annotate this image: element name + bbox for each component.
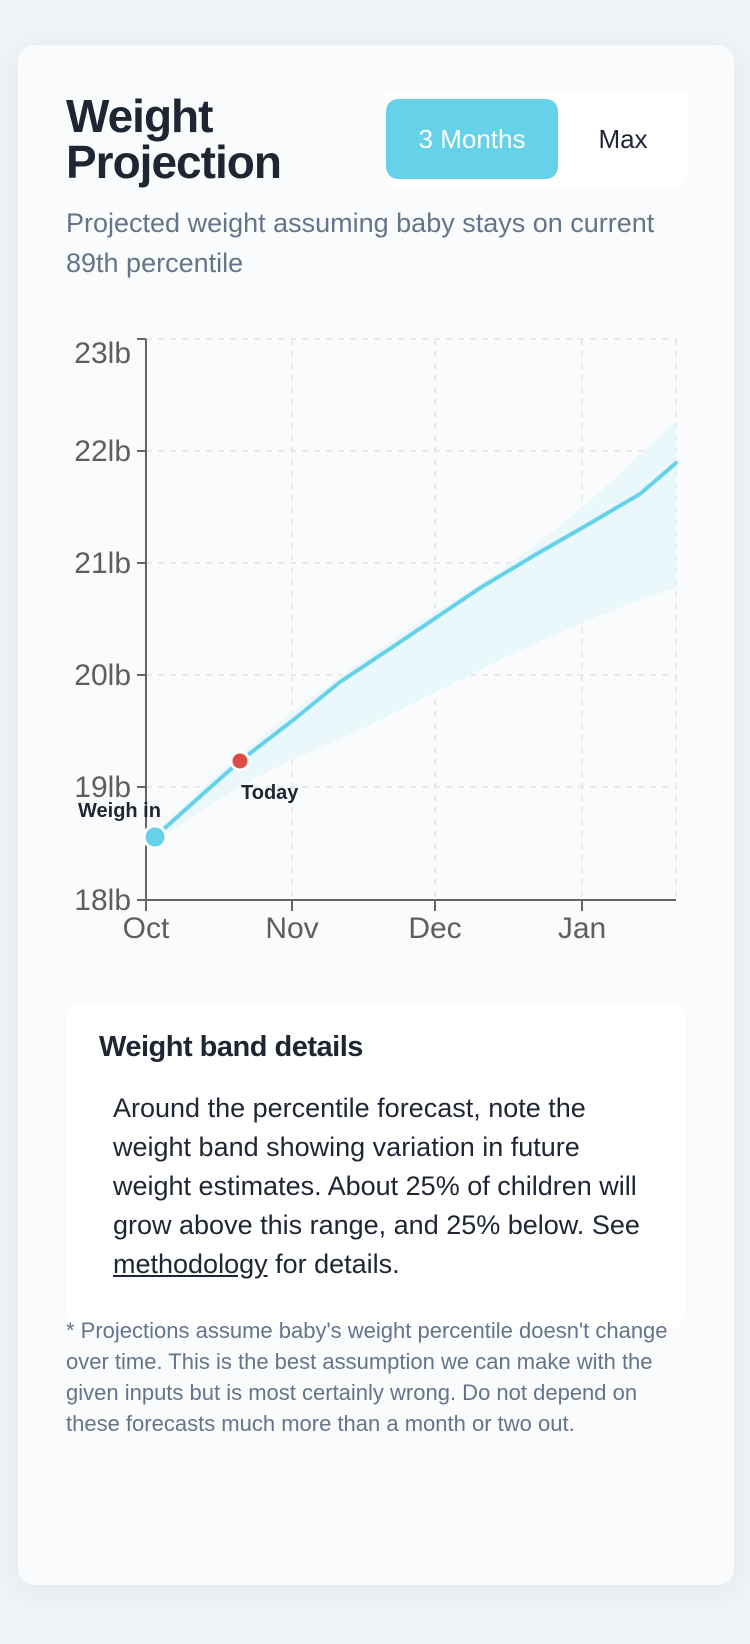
today-marker[interactable]	[229, 750, 251, 772]
weight-projection-chart: 23lb 22lb 21lb 20lb 19lb 18lb Oct Nov De…	[74, 337, 678, 945]
x-tick-dec: Dec	[408, 912, 461, 945]
weigh-in-marker[interactable]	[142, 824, 168, 850]
details-body-text-end: for details.	[267, 1249, 400, 1279]
chart-grid	[146, 338, 677, 900]
chart-axes	[137, 338, 676, 911]
details-heading: Weight band details	[99, 1031, 363, 1063]
range-max-button[interactable]: Max	[598, 124, 648, 154]
y-tick-18: 18lb	[74, 884, 131, 917]
page-subtitle: Projected weight assuming baby stays on …	[66, 208, 655, 278]
today-label: Today	[241, 782, 299, 804]
projection-line	[153, 461, 678, 839]
range-toggle: 3 Months Max	[383, 90, 688, 186]
methodology-link[interactable]: methodology	[113, 1249, 268, 1279]
y-tick-19: 19lb	[74, 771, 131, 804]
x-tick-jan: Jan	[558, 912, 606, 945]
y-tick-23: 23lb	[74, 337, 131, 370]
projection-footnote: * Projections assume baby's weight perce…	[66, 1318, 668, 1436]
range-3-months-button[interactable]: 3 Months	[386, 99, 558, 179]
y-tick-22: 22lb	[74, 435, 131, 468]
y-tick-21: 21lb	[74, 547, 131, 580]
page-title: Weight Projection	[66, 90, 282, 188]
details-body-text: Around the percentile forecast, note the…	[113, 1093, 640, 1240]
weight-band-details-panel: Weight band details Around the percentil…	[66, 1003, 686, 1328]
y-tick-20: 20lb	[74, 659, 131, 692]
weight-projection-card: Weight Projection 3 Months Max Projected…	[18, 45, 734, 1585]
details-body: Around the percentile forecast, note the…	[113, 1089, 653, 1284]
x-tick-oct: Oct	[123, 912, 170, 945]
weigh-in-label: Weigh in	[78, 800, 161, 822]
x-tick-nov: Nov	[265, 912, 318, 945]
